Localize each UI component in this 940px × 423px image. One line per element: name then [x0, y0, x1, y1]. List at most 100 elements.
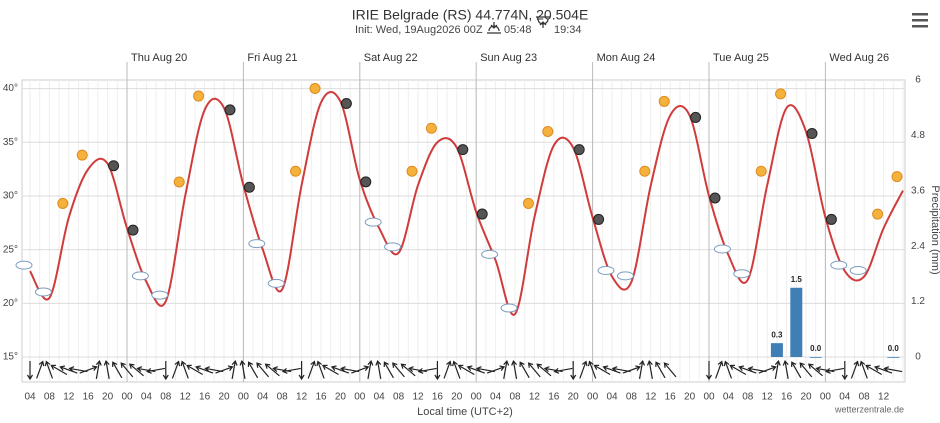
x-tick-label: 04 [723, 392, 735, 403]
x-tick-label: 08 [277, 392, 289, 403]
wind-arrow [36, 360, 45, 379]
moon-icon [476, 208, 488, 220]
moon-icon [127, 224, 139, 236]
sun-icon [57, 197, 69, 209]
arrow [883, 366, 903, 373]
arrow [128, 363, 144, 377]
cloud-icon [713, 244, 731, 254]
wind-arrow [112, 361, 123, 379]
wind-arrow [26, 361, 34, 381]
cloud-icon [500, 303, 518, 313]
sun-icon [173, 176, 185, 188]
arrow [579, 360, 588, 379]
wind-arrow [146, 367, 166, 374]
sun-icon [290, 165, 302, 177]
cloud-icon [248, 239, 266, 249]
arrow [758, 365, 777, 374]
arrow [486, 365, 506, 374]
arrow [865, 364, 882, 376]
sun-icon [522, 197, 534, 209]
arrow [663, 362, 677, 378]
day-label: Wed Aug 26 [829, 52, 889, 64]
x-tick-label: 12 [296, 392, 308, 403]
arrow [457, 364, 475, 376]
x-tick-label: 08 [44, 392, 56, 403]
plot-frame [21, 79, 906, 383]
moon-icon [243, 181, 255, 193]
arrow [705, 361, 713, 381]
x-tick-label: 08 [626, 392, 638, 403]
day-label: Fri Aug 21 [247, 52, 297, 64]
wind-arrow [841, 361, 848, 381]
sun-icon [775, 88, 787, 100]
cloud-icon [15, 260, 33, 270]
sun-icon [872, 208, 884, 220]
moon-icon [360, 176, 372, 188]
moon-icon [573, 144, 585, 156]
arrow [466, 365, 485, 374]
wind-arrow [316, 360, 325, 379]
menu-button[interactable] [912, 13, 928, 28]
x-tick-label: 20 [218, 392, 230, 403]
wind-arrow [825, 367, 845, 374]
wind-arrow [375, 360, 382, 379]
x-tick-label: 16 [548, 392, 560, 403]
arrow [715, 360, 724, 379]
wind-arrow [59, 365, 78, 374]
x-tick-label: 20 [684, 392, 696, 403]
cloud-icon [384, 242, 402, 252]
x-tick-label: 04 [374, 392, 386, 403]
arrow [593, 364, 611, 376]
wind-arrow [553, 367, 573, 374]
arrow [247, 361, 259, 379]
x-tick-label: 20 [800, 392, 812, 403]
sun-icon [193, 90, 205, 102]
arrow [50, 364, 68, 376]
cloud-icon [597, 265, 615, 275]
arrow [44, 360, 54, 379]
precip-label: 0.0 [888, 344, 900, 353]
arrow [536, 363, 552, 377]
y-tick-label: 30° [3, 191, 18, 202]
y-tick-label: 25° [3, 244, 18, 255]
x-tick-label: 16 [665, 392, 677, 403]
cloud-icon [364, 217, 382, 227]
wind-arrow [738, 365, 757, 374]
wind-arrow [103, 360, 110, 379]
wind-arrow [50, 364, 68, 376]
arrow [774, 360, 781, 379]
x-tick-label: 20 [451, 392, 463, 403]
wind-arrow [247, 361, 259, 379]
wind-arrow [503, 360, 510, 379]
x-tick-label: 00 [471, 392, 483, 403]
x-tick-label: 16 [83, 392, 95, 403]
arrow [602, 365, 621, 374]
y2-tick-label: 0 [915, 352, 921, 363]
wind-arrow [602, 365, 621, 374]
wind-arrow [874, 365, 893, 374]
wind-arrow [715, 360, 724, 379]
arrow [146, 367, 166, 374]
arrow [239, 360, 246, 379]
wind-arrow [443, 360, 452, 379]
wind-arrow [298, 361, 305, 381]
y2-tick-label: 4.8 [911, 130, 925, 141]
wind-arrow [351, 365, 370, 374]
chart-subtitle: Init: Wed, 19Aug2026 00Z [355, 24, 483, 36]
precip-bar [790, 287, 803, 357]
wind-arrow [774, 360, 781, 379]
wind-arrow [44, 360, 54, 379]
arrow [215, 365, 234, 374]
x-tick-label: 12 [412, 392, 424, 403]
wind-arrow [95, 360, 102, 379]
arrow [351, 365, 370, 374]
x-tick-label: 16 [781, 392, 793, 403]
arrow [570, 361, 577, 381]
wind-arrow [807, 363, 823, 377]
arrow [367, 360, 374, 379]
x-tick-label: 08 [509, 392, 521, 403]
arrow [195, 365, 214, 374]
wind-arrow [307, 360, 316, 379]
wind-arrow [392, 362, 405, 378]
wind-arrow [457, 364, 475, 376]
